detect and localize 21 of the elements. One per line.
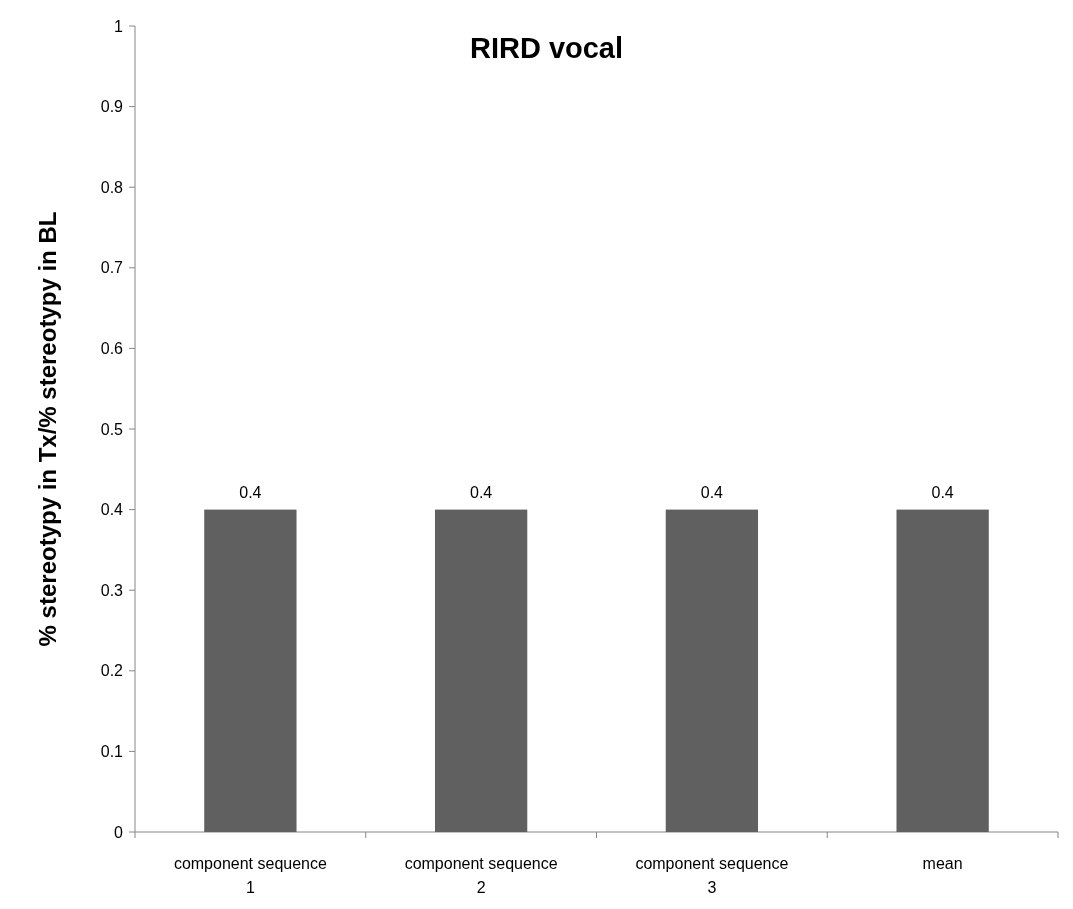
y-tick-label: 0.1	[100, 743, 124, 760]
y-axis-title: % stereotypy in Tx/% stereotypy in BL	[34, 211, 61, 647]
y-tick-label: 0.7	[100, 259, 124, 277]
y-tick-label: 0	[114, 823, 124, 841]
x-tick-label: component sequence 3	[635, 855, 789, 896]
y-tick-label: 0.9	[100, 98, 124, 116]
y-tick-label: 0.2	[100, 662, 124, 680]
data-label: 0.4	[239, 483, 262, 501]
y-tick-label: 1	[114, 17, 124, 35]
y-tick-label: 0.3	[100, 581, 124, 599]
chart-title: RIRD vocal	[469, 32, 624, 64]
y-tick-label: 0.6	[100, 340, 124, 357]
y-tick-label: 0.8	[100, 178, 124, 196]
y-tick-label: 0.5	[100, 420, 124, 438]
x-tick-label: component sequence 1	[173, 855, 327, 896]
y-tick-label: 0.4	[100, 501, 124, 519]
data-label: 0.4	[931, 483, 954, 501]
x-tick-label: component sequence 2	[404, 855, 558, 896]
data-label: 0.4	[470, 483, 493, 501]
x-tick-label: mean	[922, 855, 963, 872]
data-label: 0.4	[700, 483, 724, 501]
